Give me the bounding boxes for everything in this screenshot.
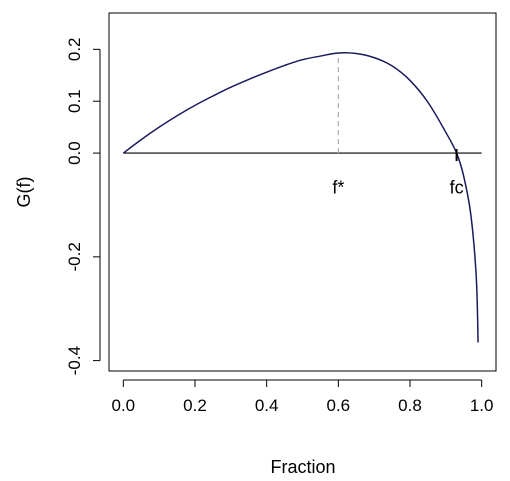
g-curve [122, 51, 479, 343]
plot-frame [108, 12, 497, 372]
y-tick-label: 0.2 [65, 37, 84, 61]
y-tick-label: 0.0 [65, 141, 84, 165]
x-tick-label: 0.6 [327, 396, 351, 415]
plot-layer: 0.0 0.2 0.4 0.6 0.8 1.0 -0.4 -0.2 0.0 0.1 0.2 f* fc [65, 37, 493, 415]
x-tick-label: 1.0 [470, 396, 494, 415]
y-tick-label: -0.4 [65, 346, 84, 375]
x-tick-label: 0.0 [112, 396, 136, 415]
y-axis-label: G(f) [14, 177, 34, 208]
y-tick-label: -0.2 [65, 242, 84, 271]
x-tick-label: 0.4 [255, 396, 279, 415]
x-tick-label: 0.2 [183, 396, 207, 415]
annotation-label: f* [332, 178, 344, 198]
y-tick-label: 0.1 [65, 89, 84, 113]
annotation-label: fc [450, 178, 464, 198]
x-axis-label: Fraction [270, 457, 335, 477]
x-tick-label: 0.8 [398, 396, 422, 415]
